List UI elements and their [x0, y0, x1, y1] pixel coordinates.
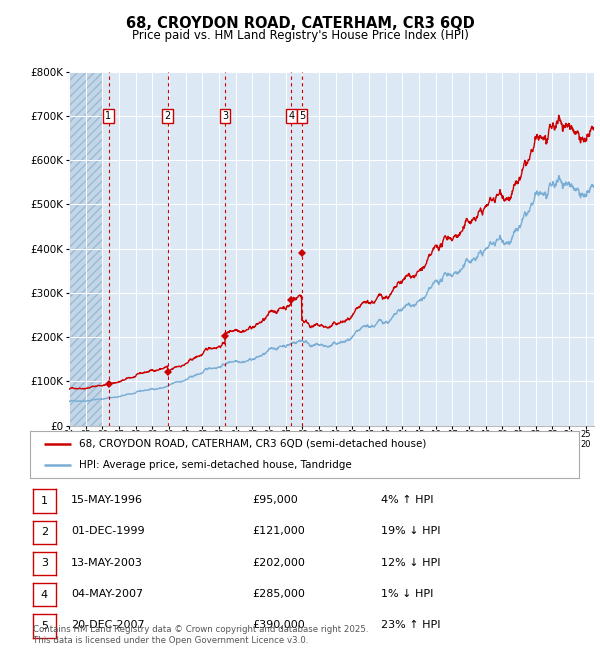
Text: HPI: Average price, semi-detached house, Tandridge: HPI: Average price, semi-detached house,…: [79, 460, 352, 470]
Text: 4: 4: [288, 111, 295, 121]
Text: £390,000: £390,000: [252, 620, 305, 630]
Text: £285,000: £285,000: [252, 589, 305, 599]
Bar: [69, 72, 103, 426]
Text: 3: 3: [222, 111, 228, 121]
Text: 68, CROYDON ROAD, CATERHAM, CR3 6QD (semi-detached house): 68, CROYDON ROAD, CATERHAM, CR3 6QD (sem…: [79, 439, 427, 448]
Text: 1: 1: [106, 111, 112, 121]
Text: 01-DEC-1999: 01-DEC-1999: [71, 526, 145, 536]
Text: 13-MAY-2003: 13-MAY-2003: [71, 558, 143, 567]
Text: 23% ↑ HPI: 23% ↑ HPI: [381, 620, 440, 630]
Text: 2: 2: [164, 111, 171, 121]
Text: £95,000: £95,000: [252, 495, 298, 505]
Text: 12% ↓ HPI: 12% ↓ HPI: [381, 558, 440, 567]
Text: 20-DEC-2007: 20-DEC-2007: [71, 620, 145, 630]
Text: £121,000: £121,000: [252, 526, 305, 536]
Text: 2: 2: [41, 527, 48, 537]
Text: 68, CROYDON ROAD, CATERHAM, CR3 6QD: 68, CROYDON ROAD, CATERHAM, CR3 6QD: [125, 16, 475, 31]
Text: 5: 5: [299, 111, 305, 121]
Text: 4: 4: [41, 590, 48, 599]
Text: 04-MAY-2007: 04-MAY-2007: [71, 589, 143, 599]
Text: 5: 5: [41, 621, 48, 630]
Text: 1: 1: [41, 496, 48, 506]
Text: 19% ↓ HPI: 19% ↓ HPI: [381, 526, 440, 536]
Text: 3: 3: [41, 558, 48, 568]
Text: Contains HM Land Registry data © Crown copyright and database right 2025.
This d: Contains HM Land Registry data © Crown c…: [33, 625, 368, 645]
Text: 1% ↓ HPI: 1% ↓ HPI: [381, 589, 433, 599]
Text: £202,000: £202,000: [252, 558, 305, 567]
Text: Price paid vs. HM Land Registry's House Price Index (HPI): Price paid vs. HM Land Registry's House …: [131, 29, 469, 42]
Text: 4% ↑ HPI: 4% ↑ HPI: [381, 495, 433, 505]
Text: 15-MAY-1996: 15-MAY-1996: [71, 495, 143, 505]
